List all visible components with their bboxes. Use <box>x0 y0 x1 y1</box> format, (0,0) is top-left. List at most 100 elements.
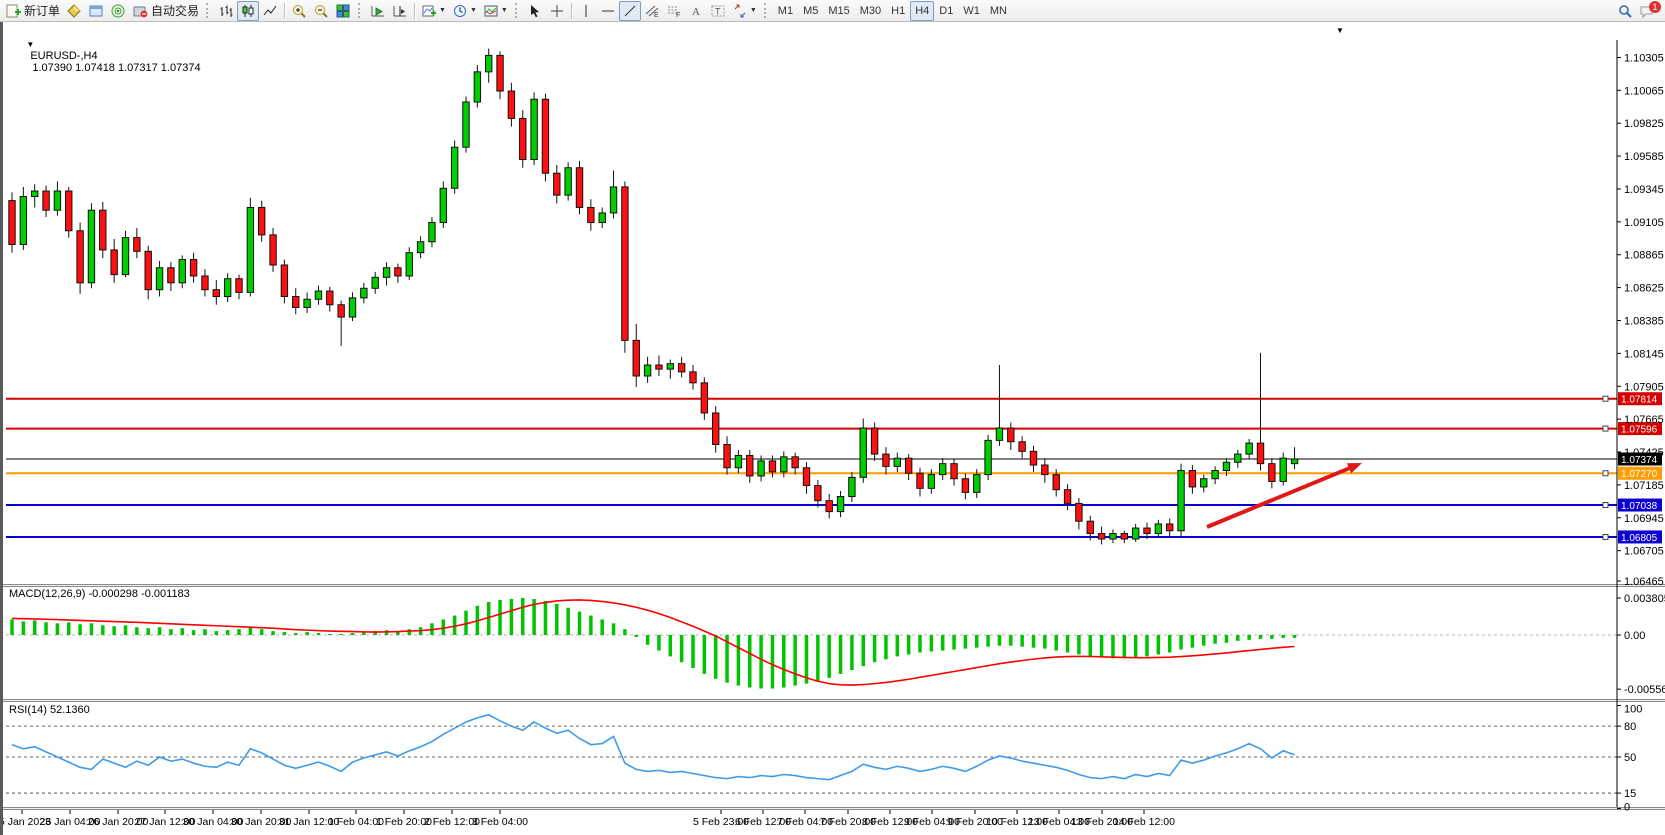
equidistant-channel-button[interactable]: E <box>641 1 663 21</box>
auto-trading-icon <box>133 6 148 17</box>
svg-text:1.09345: 1.09345 <box>1624 184 1664 196</box>
timeframe-m30-button[interactable]: M30 <box>859 4 882 17</box>
main-toolbar: 新订单 自动交易 <box>0 0 1665 22</box>
line-chart-icon <box>263 5 277 15</box>
svg-text:A: A <box>692 6 700 18</box>
timeframe-d1-button[interactable]: D1 <box>939 4 954 17</box>
svg-text:13 Feb 20:00: 13 Feb 20:00 <box>1071 816 1133 828</box>
svg-text:1.09105: 1.09105 <box>1624 217 1664 229</box>
svg-text:1.06945: 1.06945 <box>1624 513 1664 525</box>
svg-text:1.08625: 1.08625 <box>1624 283 1664 295</box>
market-watch-button[interactable] <box>63 1 85 21</box>
svg-text:1.07596: 1.07596 <box>1621 425 1658 436</box>
price-axis: 1.10305 1.10065 1.09825 1.09585 1.09345 1.091… <box>1616 40 1665 814</box>
timeframe-m15-button[interactable]: M15 <box>828 4 850 17</box>
new-order-button[interactable]: 新订单 <box>2 1 63 21</box>
chart-candles-button[interactable] <box>237 0 260 21</box>
tile-windows-icon <box>336 4 350 17</box>
templates-button[interactable]: ▼ <box>480 1 511 21</box>
chart-ohlc-values: 1.07390 1.07418 1.07317 1.07374 <box>32 62 201 74</box>
timeframe-h4-button[interactable]: H4 <box>910 0 935 21</box>
text-tool-button[interactable]: A <box>685 1 707 21</box>
candlestick-panel: 1.07814 1.07596 1.07270 1.07038 1.06805 1.073… <box>6 392 1662 544</box>
chart-shift-button[interactable] <box>389 1 411 21</box>
timeframe-m5-button[interactable]: M5 <box>803 4 819 17</box>
zoom-out-icon <box>315 4 328 18</box>
svg-text:1.10065: 1.10065 <box>1624 85 1664 97</box>
auto-scroll-icon <box>371 5 385 16</box>
svg-text:1.06805: 1.06805 <box>1621 533 1658 544</box>
svg-text:1.07038: 1.07038 <box>1621 501 1658 512</box>
svg-text:E: E <box>654 12 659 19</box>
timeframe-h1-button[interactable]: H1 <box>891 4 906 17</box>
zoom-in-icon <box>293 4 306 18</box>
svg-text:26 Jan 04:00: 26 Jan 04:00 <box>40 816 101 828</box>
price-chart-canvas[interactable]: 1.07814 1.07596 1.07270 1.07038 1.06805 1.073… <box>3 22 1665 835</box>
vertical-line-button[interactable] <box>575 1 597 21</box>
dropdown-arrow-icon: ▼ <box>469 7 477 14</box>
timeframe-w1-button[interactable]: W1 <box>963 4 980 17</box>
chart-line-button[interactable] <box>259 1 281 21</box>
auto-scroll-button[interactable] <box>367 1 389 21</box>
expand-triangle-icon[interactable]: ▼ <box>26 40 35 49</box>
toolbar-grip[interactable] <box>206 3 211 18</box>
periods-button[interactable]: ▼ <box>449 1 480 21</box>
svg-text:30 Jan 04:00: 30 Jan 04:00 <box>183 816 244 828</box>
fibonacci-button[interactable]: F <box>663 1 685 21</box>
svg-text:1.07425: 1.07425 <box>1624 447 1664 459</box>
svg-text:0: 0 <box>1624 802 1630 814</box>
svg-text:13 Feb 04:00: 13 Feb 04:00 <box>1028 816 1090 828</box>
macd-signal-line <box>11 599 1295 686</box>
svg-text:1 Feb 20:00: 1 Feb 20:00 <box>376 816 432 828</box>
svg-text:6 Feb 12:00: 6 Feb 12:00 <box>735 816 791 828</box>
toolbar-grip[interactable] <box>763 3 769 18</box>
rsi-panel <box>6 713 1617 794</box>
data-window-icon <box>89 5 103 16</box>
svg-text:1.08145: 1.08145 <box>1624 348 1664 360</box>
toolbar-separator <box>414 2 416 19</box>
svg-text:1.06465: 1.06465 <box>1624 576 1664 588</box>
chart-window: 1.07814 1.07596 1.07270 1.07038 1.06805 1.073… <box>0 22 1665 835</box>
trend-arrow-head <box>1346 463 1362 474</box>
trendline-button[interactable] <box>618 0 641 21</box>
svg-text:100: 100 <box>1624 704 1642 716</box>
notifications-button[interactable]: 1 <box>1636 0 1661 21</box>
svg-text:1.09585: 1.09585 <box>1624 151 1664 163</box>
search-button[interactable] <box>1614 1 1636 21</box>
zoom-out-button[interactable] <box>310 1 332 21</box>
svg-text:1.06705: 1.06705 <box>1624 546 1664 558</box>
chart-symbol-period: EURUSD-,H4 <box>30 50 98 62</box>
chart-title: ▼ EURUSD-,H4 1.07390 1.07418 1.07317 1.0… <box>8 26 201 86</box>
arrows-tool-button[interactable]: ▼ <box>729 1 760 21</box>
svg-text:1.08865: 1.08865 <box>1624 250 1664 262</box>
crosshair-button[interactable] <box>546 1 568 21</box>
svg-text:1 Feb 04:00: 1 Feb 04:00 <box>328 816 384 828</box>
zoom-in-button[interactable] <box>288 1 310 21</box>
timeframe-m1-button[interactable]: M1 <box>777 4 794 17</box>
svg-text:5 Feb 23:00: 5 Feb 23:00 <box>693 816 749 828</box>
tile-windows-button[interactable] <box>332 1 354 21</box>
auto-trading-button[interactable]: 自动交易 <box>129 1 202 21</box>
arrows-icon <box>734 4 746 17</box>
svg-text:1.09825: 1.09825 <box>1624 118 1664 130</box>
svg-text:9 Feb 04:00: 9 Feb 04:00 <box>904 816 960 828</box>
timeframe-mn-button[interactable]: MN <box>989 4 1007 17</box>
toolbar-grip[interactable] <box>514 3 520 18</box>
text-label-button[interactable]: T <box>707 1 729 21</box>
cursor-button[interactable] <box>524 1 546 21</box>
dropdown-arrow-icon: ▼ <box>500 7 508 14</box>
chart-bars-button[interactable] <box>215 1 237 21</box>
data-window-button[interactable] <box>85 1 107 21</box>
window-menu-icon[interactable]: ▼ <box>1336 26 1344 35</box>
svg-text:9 Feb 20:00: 9 Feb 20:00 <box>947 816 1003 828</box>
navigator-button[interactable] <box>107 1 129 21</box>
fibonacci-icon: F <box>667 6 680 19</box>
candlestick-chart-icon <box>242 4 254 17</box>
toolbar-grip[interactable] <box>358 3 363 18</box>
horizontal-line-button[interactable] <box>597 1 619 21</box>
text-icon: A <box>692 6 700 18</box>
svg-text:31 Jan 12:00: 31 Jan 12:00 <box>279 816 340 828</box>
indicators-button[interactable]: ▼ <box>418 1 449 21</box>
